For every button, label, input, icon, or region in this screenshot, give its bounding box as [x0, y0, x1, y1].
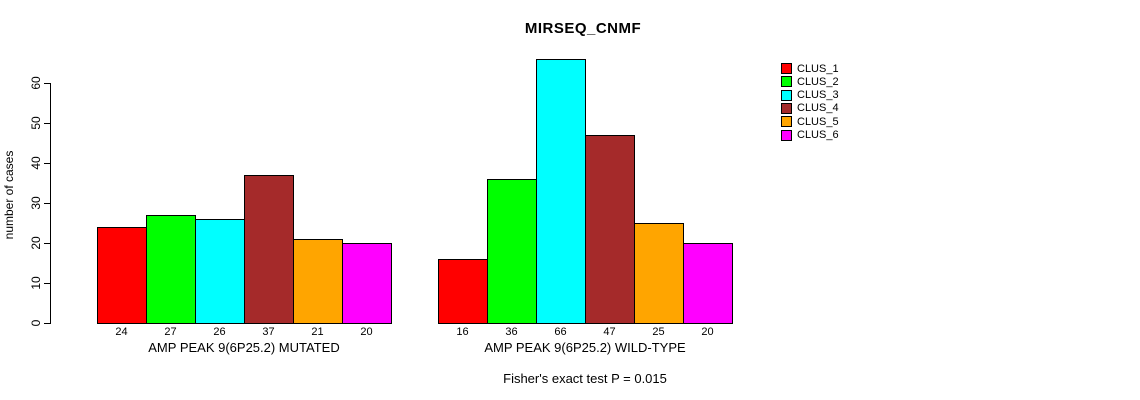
bar-clus_5-wild-type: [634, 223, 684, 324]
y-tick-mark-50: [44, 123, 51, 124]
bar-value-clus_3-wild-type: 66: [554, 326, 567, 338]
legend-label-clus_2: CLUS_2: [797, 75, 839, 88]
y-tick-label-0: 0: [29, 319, 43, 327]
bar-value-clus_4-wild-type: 47: [603, 326, 616, 338]
y-tick-label-60: 60: [29, 76, 43, 90]
bar-value-clus_5-wild-type: 25: [652, 326, 665, 338]
bar-value-clus_4-mutated: 37: [262, 326, 275, 338]
bar-clus_3-wild-type: [536, 59, 586, 324]
y-tick-mark-0: [44, 323, 51, 324]
bar-value-clus_1-mutated: 24: [115, 326, 128, 338]
y-axis-label: number of cases: [2, 150, 16, 240]
legend-item-clus_1: CLUS_1: [781, 63, 839, 75]
legend-label-clus_3: CLUS_3: [797, 89, 839, 102]
chart-title: MIRSEQ_CNMF: [524, 20, 642, 37]
legend-label-clus_4: CLUS_4: [797, 102, 839, 115]
legend-swatch-clus_2: [781, 76, 792, 88]
bar-clus_2-mutated: [146, 215, 196, 324]
x-axis-group-label-wild-type: AMP PEAK 9(6P25.2) WILD-TYPE: [484, 340, 686, 355]
bar-value-clus_5-mutated: 21: [311, 326, 324, 338]
bar-clus_4-mutated: [244, 175, 294, 324]
legend-item-clus_6: CLUS_6: [781, 129, 839, 141]
legend-label-clus_6: CLUS_6: [797, 129, 839, 141]
bar-value-clus_3-mutated: 26: [213, 326, 226, 338]
annotation-text: Fisher's exact test P = 0.015: [503, 371, 667, 386]
y-tick-mark-30: [44, 203, 51, 204]
legend-swatch-clus_3: [781, 89, 792, 101]
bar-clus_6-mutated: [342, 243, 392, 324]
x-axis-group-label-mutated: AMP PEAK 9(6P25.2) MUTATED: [148, 340, 340, 355]
bar-clus_4-wild-type: [585, 135, 635, 324]
bar-value-clus_6-mutated: 20: [360, 326, 373, 338]
legend-swatch-clus_1: [781, 63, 792, 74]
bar-value-clus_6-wild-type: 20: [701, 326, 714, 338]
y-tick-label-50: 50: [29, 116, 43, 130]
y-tick-label-10: 10: [29, 276, 43, 290]
bar-clus_5-mutated: [293, 239, 343, 324]
y-tick-label-20: 20: [29, 236, 43, 250]
y-tick-mark-10: [44, 283, 51, 284]
bar-clus_1-mutated: [97, 227, 147, 324]
legend-item-clus_3: CLUS_3: [781, 89, 839, 101]
y-tick-mark-60: [44, 83, 51, 84]
bar-clus_2-wild-type: [487, 179, 537, 324]
bar-value-clus_1-wild-type: 16: [456, 326, 469, 338]
legend-label-clus_1: CLUS_1: [797, 62, 839, 75]
legend-item-clus_2: CLUS_2: [781, 76, 839, 88]
y-tick-label-30: 30: [29, 196, 43, 210]
legend-item-clus_4: CLUS_4: [781, 102, 839, 114]
bar-value-clus_2-wild-type: 36: [505, 326, 518, 338]
legend-swatch-clus_6: [781, 129, 792, 141]
bar-clus_3-mutated: [195, 219, 245, 324]
bar-clus_1-wild-type: [438, 259, 488, 324]
legend-label-clus_5: CLUS_5: [797, 115, 839, 128]
legend-swatch-clus_5: [781, 116, 792, 128]
legend-item-clus_5: CLUS_5: [781, 116, 839, 128]
legend-swatch-clus_4: [781, 102, 792, 114]
y-tick-mark-40: [44, 163, 51, 164]
bar-value-clus_2-mutated: 27: [164, 326, 177, 338]
y-tick-mark-20: [44, 243, 51, 244]
bar-clus_6-wild-type: [683, 243, 733, 324]
y-tick-label-40: 40: [29, 156, 43, 170]
